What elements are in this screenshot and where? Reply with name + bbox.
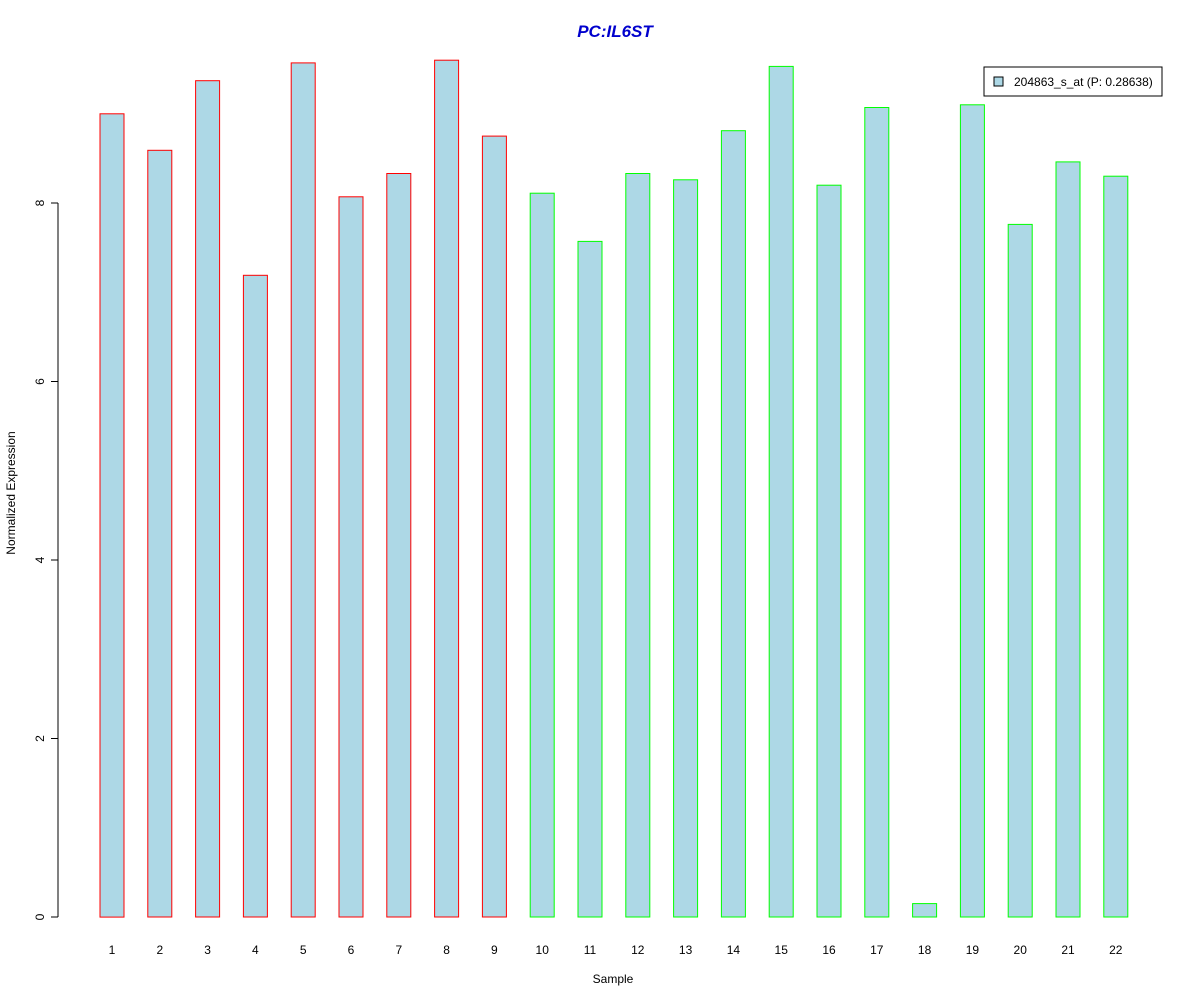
bar-sample-12 (625, 173, 651, 918)
y-axis: 0 2 4 6 8 (33, 199, 59, 920)
bar-sample-5 (290, 62, 316, 918)
x-tick-label: 3 (204, 943, 211, 957)
x-tick-label: 22 (1109, 943, 1123, 957)
legend-swatch (993, 76, 1004, 87)
x-tick-label: 13 (679, 943, 693, 957)
bar-sample-6 (338, 196, 364, 918)
x-tick-labels: 1 2 3 4 5 6 7 8 9 10 11 12 13 14 15 16 17 18 19 20 21 22 (109, 943, 1123, 957)
bar-sample-2 (147, 149, 173, 918)
x-axis-label: Sample (593, 972, 634, 986)
bar-sample-8 (434, 59, 460, 918)
bar-sample-7 (386, 173, 412, 918)
y-tick-label: 8 (33, 199, 47, 206)
x-tick-label: 21 (1061, 943, 1075, 957)
legend-label: 204863_s_at (P: 0.28638) (1014, 75, 1153, 89)
x-tick-label: 1 (109, 943, 116, 957)
bar-sample-9 (481, 135, 507, 918)
x-tick-label: 6 (348, 943, 355, 957)
bar-sample-13 (673, 179, 699, 918)
y-tick-label: 4 (33, 556, 47, 563)
x-tick-label: 15 (775, 943, 789, 957)
x-tick-label: 8 (443, 943, 450, 957)
x-tick-label: 7 (395, 943, 402, 957)
y-tick-label: 0 (33, 913, 47, 920)
legend: 204863_s_at (P: 0.28638) (983, 66, 1163, 97)
x-tick-label: 9 (491, 943, 498, 957)
y-tick-label: 2 (33, 735, 47, 742)
bar-sample-17 (864, 107, 890, 918)
bar-sample-4 (242, 274, 268, 918)
bar-sample-15 (768, 65, 794, 918)
x-tick-label: 16 (822, 943, 836, 957)
x-tick-label: 2 (156, 943, 163, 957)
x-tick-label: 17 (870, 943, 884, 957)
x-tick-label: 10 (536, 943, 550, 957)
x-tick-label: 12 (631, 943, 645, 957)
y-tick-label: 6 (33, 378, 47, 385)
x-tick-label: 19 (966, 943, 980, 957)
bar-sample-21 (1055, 161, 1081, 918)
bar-sample-22 (1103, 175, 1129, 918)
y-axis-label: Normalized Expression (4, 431, 18, 554)
x-tick-label: 11 (584, 943, 597, 957)
bar-sample-20 (1007, 223, 1033, 918)
bar-sample-16 (816, 184, 842, 918)
x-tick-label: 4 (252, 943, 259, 957)
bar-sample-18 (912, 903, 938, 918)
legend-box (983, 66, 1163, 97)
bar-sample-19 (959, 104, 985, 918)
x-tick-label: 18 (918, 943, 932, 957)
x-tick-label: 14 (727, 943, 741, 957)
bar-sample-10 (529, 192, 555, 918)
x-tick-label: 20 (1014, 943, 1028, 957)
bar-sample-3 (195, 80, 221, 918)
bar-group (99, 59, 1129, 918)
bar-sample-11 (577, 240, 603, 918)
chart-title: PC:IL6ST (577, 22, 654, 41)
bar-sample-14 (720, 130, 746, 918)
x-tick-label: 5 (300, 943, 307, 957)
bar-sample-1 (99, 113, 125, 918)
